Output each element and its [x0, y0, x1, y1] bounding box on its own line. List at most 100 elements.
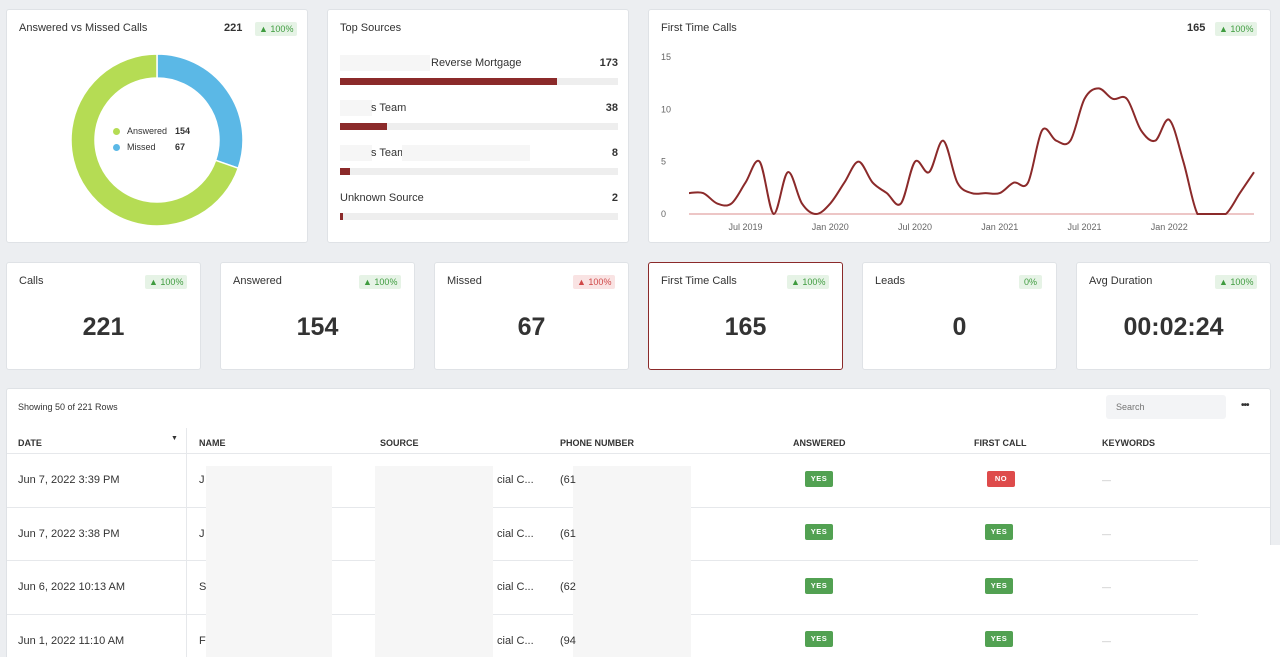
- change-badge: ▲ 100%: [787, 275, 830, 289]
- kpi-value: 154: [296, 313, 339, 341]
- redacted-area: [1198, 545, 1280, 657]
- legend-answered: Answered 154: [113, 123, 190, 139]
- kpi-value: 67: [517, 313, 546, 341]
- kpi-avg-duration-card[interactable]: Avg Duration ▲ 100% 00:02:24: [1076, 262, 1271, 370]
- answered-badge: YES: [805, 578, 833, 594]
- x-tick-label: Jan 2022: [1151, 222, 1188, 232]
- line-chart: 15 10 5 0 Jul 2019 Jan 2020 Jul 2020 Jan 2021 Ju…: [661, 52, 1255, 232]
- kpi-label: Answered: [233, 275, 282, 287]
- redacted-area: [340, 145, 372, 161]
- kpi-label: Avg Duration: [1089, 275, 1153, 287]
- source-bar-fill: [340, 78, 557, 85]
- answered-dot: [113, 127, 120, 135]
- change-badge: 0%: [1019, 275, 1043, 289]
- redacted-area: [375, 466, 493, 657]
- redacted-area: [402, 145, 530, 161]
- first-time-calls-chart-card: First Time Calls 165 ▲ 100% 15 10 5 0 Jul 20…: [648, 9, 1271, 243]
- search-input[interactable]: [1106, 395, 1226, 419]
- x-tick-label: Jul 2019: [728, 222, 762, 232]
- row-phone: (61: [560, 528, 576, 540]
- x-tick-label: Jul 2020: [898, 222, 932, 232]
- first-call-badge: YES: [985, 524, 1013, 540]
- first-call-badge: YES: [985, 578, 1013, 594]
- x-tick-label: Jan 2020: [812, 222, 849, 232]
- kpi-value: 165: [724, 313, 767, 341]
- y-tick-label: 0: [661, 209, 666, 219]
- kpi-answered-card[interactable]: Answered ▲ 100% 154: [220, 262, 415, 370]
- x-tick-label: Jan 2021: [981, 222, 1018, 232]
- kpi-missed-card[interactable]: Missed ▲ 100% 67: [434, 262, 629, 370]
- row-source: cial C...: [497, 528, 534, 540]
- kpi-value: 0: [952, 313, 967, 341]
- y-tick-label: 5: [661, 157, 666, 167]
- row-date: Jun 1, 2022 11:10 AM: [18, 635, 125, 647]
- source-bar-fill: [340, 213, 343, 220]
- answered-badge: YES: [805, 524, 833, 540]
- kpi-label: Calls: [19, 275, 44, 287]
- first-call-badge: NO: [987, 471, 1015, 487]
- row-source: cial C...: [497, 474, 534, 486]
- donut-slice-answered[interactable]: [70, 53, 240, 227]
- row-name: F: [199, 635, 206, 647]
- column-divider: [186, 428, 187, 657]
- kpi-label: First Time Calls: [661, 275, 737, 287]
- series-line: [688, 87, 1255, 216]
- kpi-label: Leads: [875, 275, 905, 287]
- row-name: J: [199, 528, 205, 540]
- col-answered[interactable]: ANSWERED: [793, 438, 846, 448]
- first-call-badge: YES: [985, 631, 1013, 647]
- donut-legend: Answered 154 Missed 67: [113, 123, 190, 155]
- answered-badge: YES: [805, 471, 833, 487]
- row-count-text: Showing 50 of 221 Rows: [18, 402, 118, 412]
- card-title: First Time Calls: [661, 22, 737, 34]
- legend-missed: Missed 67: [113, 139, 190, 155]
- total-count: 221: [224, 22, 243, 34]
- row-name: S: [199, 581, 207, 593]
- answered-badge: YES: [805, 631, 833, 647]
- row-keywords: —: [1102, 636, 1111, 646]
- col-name[interactable]: NAME: [199, 438, 226, 448]
- answered-vs-missed-card: Answered vs Missed Calls 221 ▲ 100% Answ…: [6, 9, 308, 243]
- missed-dot: [113, 143, 120, 151]
- col-phone-number[interactable]: PHONE NUMBER: [560, 438, 635, 448]
- redacted-area: [340, 55, 430, 71]
- row-phone: (62: [560, 581, 576, 593]
- row-phone: (94: [560, 635, 576, 647]
- top-sources-card: Top Sources Reverse Mortgage 173 s Team …: [327, 9, 629, 243]
- change-badge: ▲ 100%: [255, 22, 298, 36]
- source-bar-track: [340, 213, 618, 220]
- source-bar-fill: [340, 123, 388, 130]
- row-source: cial C...: [497, 581, 534, 593]
- kpi-value: 221: [82, 313, 125, 341]
- change-badge: ▲ 100%: [573, 275, 616, 289]
- y-tick-label: 10: [661, 104, 671, 114]
- col-first-call[interactable]: FIRST CALL: [974, 438, 1027, 448]
- col-source[interactable]: SOURCE: [380, 438, 419, 448]
- source-bar-track: [340, 168, 618, 175]
- row-name: J: [199, 474, 205, 486]
- kpi-first-time-calls-card[interactable]: First Time Calls ▲ 100% 165: [648, 262, 843, 370]
- source-bar-track: [340, 123, 618, 130]
- redacted-area: [206, 466, 332, 657]
- source-bar-track: [340, 78, 618, 85]
- source-bar-fill: [340, 168, 350, 175]
- change-badge: ▲ 100%: [1215, 22, 1258, 36]
- x-tick-label: Jul 2021: [1067, 222, 1101, 232]
- change-badge: ▲ 100%: [1215, 275, 1258, 289]
- total-count: 165: [1187, 22, 1206, 34]
- row-date: Jun 6, 2022 10:13 AM: [18, 581, 126, 593]
- kpi-leads-card[interactable]: Leads 0% 0: [862, 262, 1057, 370]
- kpi-calls-card[interactable]: Calls ▲ 100% 221: [6, 262, 201, 370]
- row-keywords: —: [1102, 529, 1111, 539]
- row-date: Jun 7, 2022 3:38 PM: [18, 528, 120, 540]
- redacted-area: [340, 100, 372, 116]
- kpi-label: Missed: [447, 275, 482, 287]
- col-date[interactable]: DATE: [18, 438, 42, 448]
- sort-desc-icon[interactable]: ▼: [171, 435, 178, 442]
- more-options-icon[interactable]: •••: [1241, 400, 1249, 411]
- row-keywords: —: [1102, 475, 1111, 485]
- col-keywords[interactable]: KEYWORDS: [1102, 438, 1156, 448]
- row-keywords: —: [1102, 582, 1111, 592]
- change-badge: ▲ 100%: [145, 275, 188, 289]
- card-title: Answered vs Missed Calls: [19, 22, 148, 34]
